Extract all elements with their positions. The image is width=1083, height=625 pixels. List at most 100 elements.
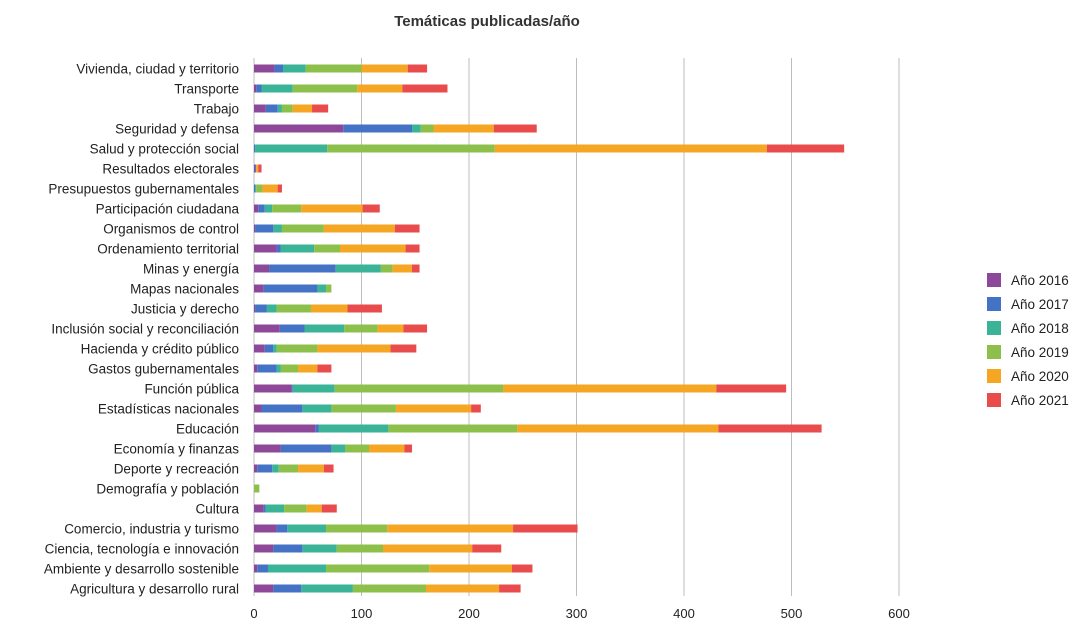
bar-segment xyxy=(302,544,337,553)
bar-segment xyxy=(412,124,421,133)
bar-segment xyxy=(407,64,428,73)
bar-segment xyxy=(362,204,380,213)
bar-segment xyxy=(276,304,311,313)
x-tick-label: 100 xyxy=(351,606,373,621)
legend-swatch xyxy=(987,273,1001,287)
bar-segment xyxy=(404,444,413,453)
bar-segment xyxy=(281,104,293,113)
bar-segment xyxy=(304,324,345,333)
category-label: Trabajo xyxy=(194,102,239,117)
bar-segment xyxy=(258,204,265,213)
bar-segment xyxy=(493,124,537,133)
bar-segment xyxy=(390,344,417,353)
bar-segment xyxy=(433,124,494,133)
chart-title: Temáticas publicadas/año xyxy=(394,13,580,30)
bar-segment xyxy=(272,204,302,213)
x-tick-label: 500 xyxy=(781,606,803,621)
bar-segment xyxy=(273,544,303,553)
bar-segment xyxy=(387,524,514,533)
category-label: Organismos de control xyxy=(103,222,239,237)
bar-segment xyxy=(274,64,284,73)
legend-label: Año 2016 xyxy=(1011,273,1069,288)
bar-segment xyxy=(254,484,260,493)
bar-segment xyxy=(403,324,428,333)
bar-segment xyxy=(254,184,256,193)
bar-segment xyxy=(254,224,256,233)
bar-segment xyxy=(264,344,274,353)
bar-segment xyxy=(284,504,307,513)
bar-segment xyxy=(254,244,277,253)
bar-segment xyxy=(301,584,353,593)
bar-segment xyxy=(254,344,265,353)
bar-segment xyxy=(269,264,336,273)
bar-segment xyxy=(254,64,275,73)
category-label: Transporte xyxy=(174,82,239,97)
bar-segment xyxy=(267,564,327,573)
bar-segment xyxy=(394,224,420,233)
bar-segment xyxy=(254,164,256,173)
bar-segment xyxy=(361,64,408,73)
bar-segment xyxy=(279,324,305,333)
bar-segment xyxy=(298,464,324,473)
bar-segment xyxy=(336,544,383,553)
bar-segment xyxy=(380,264,393,273)
bar-segment xyxy=(499,584,521,593)
bar-segment xyxy=(317,364,332,373)
bar-segment xyxy=(276,364,281,373)
bar-segment xyxy=(254,104,266,113)
bar-segment xyxy=(276,524,288,533)
bar-segment xyxy=(263,284,318,293)
bar-segment xyxy=(254,424,316,433)
bar-segment xyxy=(280,444,332,453)
bar-segment xyxy=(402,84,448,93)
bar-segment xyxy=(257,364,277,373)
bar-segment xyxy=(310,304,348,313)
x-axis-tick-labels: 0 100 200 300 400 500 600 xyxy=(250,606,909,621)
bar-segment xyxy=(334,384,504,393)
category-label: Hacienda y crédito público xyxy=(81,342,239,357)
bar-segment xyxy=(317,284,327,293)
bar-segment xyxy=(377,324,404,333)
bar-segment xyxy=(261,84,293,93)
bar-segment xyxy=(315,424,319,433)
bar-segment xyxy=(718,424,822,433)
category-label: Mapas nacionales xyxy=(130,282,239,297)
bar-segment xyxy=(331,444,346,453)
bar-segment xyxy=(254,584,274,593)
legend-swatch xyxy=(987,345,1001,359)
category-label: Estadísticas nacionales xyxy=(98,402,239,417)
bar-segment xyxy=(276,344,318,353)
legend-swatch xyxy=(987,393,1001,407)
category-label: Demografía y población xyxy=(96,482,239,497)
bar-segment xyxy=(420,124,434,133)
bar-segment xyxy=(254,264,270,273)
category-label: Salud y protección social xyxy=(90,142,239,157)
category-label: Ambiente y desarrollo sostenible xyxy=(44,562,239,577)
bar-segment xyxy=(280,244,315,253)
x-tick-label: 300 xyxy=(566,606,588,621)
bar-segment xyxy=(426,584,500,593)
legend-label: Año 2020 xyxy=(1011,369,1069,384)
bar-segment xyxy=(256,164,259,173)
bar-segment xyxy=(255,224,274,233)
bar-segment xyxy=(494,144,767,153)
bar-segment xyxy=(265,504,285,513)
x-tick-label: 600 xyxy=(888,606,910,621)
bar-segment xyxy=(503,384,717,393)
bar-segment xyxy=(472,544,502,553)
bar-segment xyxy=(471,404,481,413)
bar-segment xyxy=(323,464,334,473)
bar-segment xyxy=(283,64,306,73)
legend-label: Año 2017 xyxy=(1011,297,1069,312)
bar-segment xyxy=(254,464,258,473)
category-label: Comercio, industria y turismo xyxy=(64,522,239,537)
bar-segment xyxy=(256,84,262,93)
bar-segment xyxy=(276,244,281,253)
bar-segment xyxy=(306,504,322,513)
legend-label: Año 2021 xyxy=(1011,393,1069,408)
bar-segment xyxy=(326,564,430,573)
legend-swatch xyxy=(987,369,1001,383)
bar-segment xyxy=(301,204,363,213)
category-label: Ordenamiento territorial xyxy=(97,242,239,257)
